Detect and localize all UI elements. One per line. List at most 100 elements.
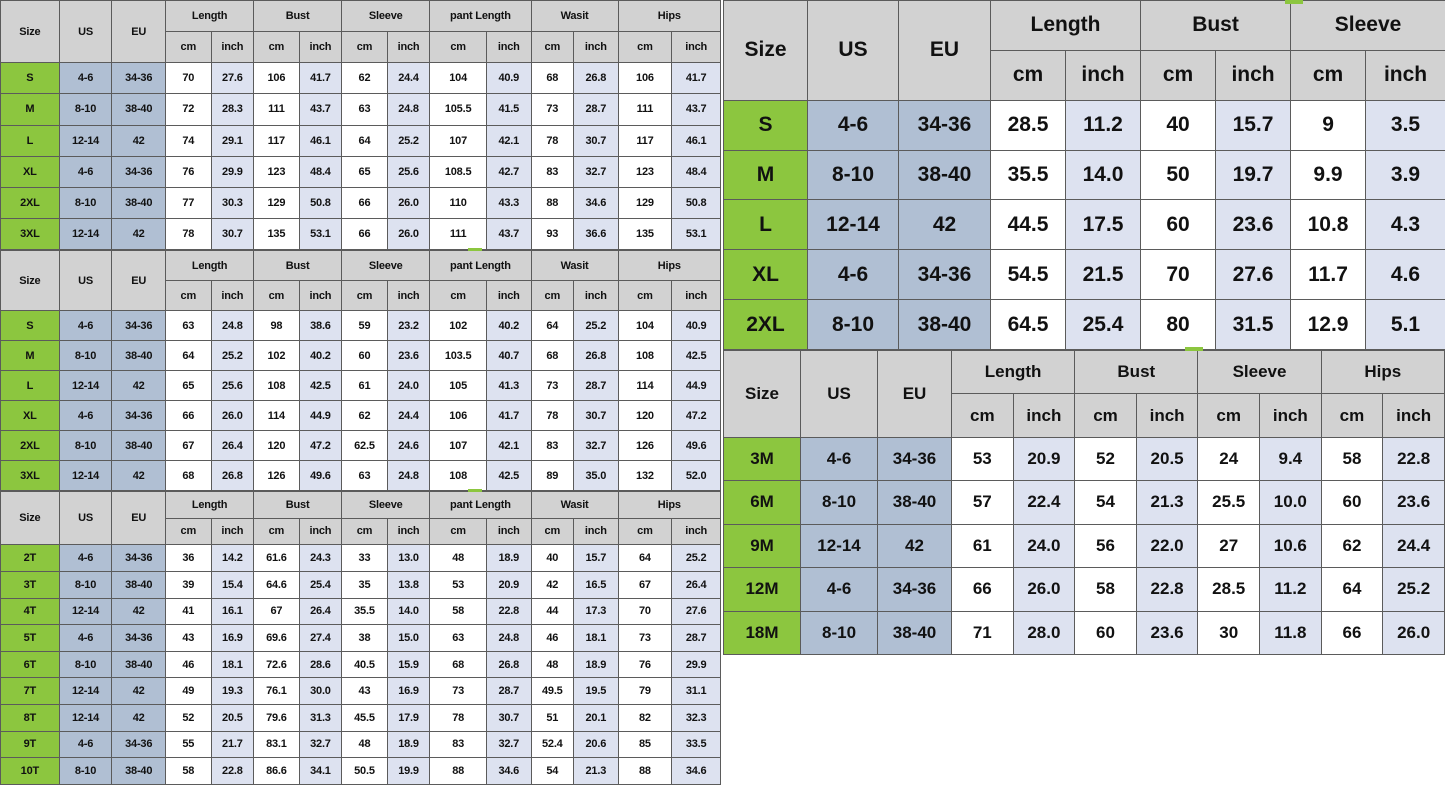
cell-value-inch: 32.7 (573, 155, 619, 188)
cell-value-cm: 12.9 (1290, 299, 1367, 350)
cell-size: XL (723, 249, 808, 301)
cell-size: 5T (0, 624, 60, 652)
header-wasit-cm: cm (530, 280, 575, 311)
cell-value-cm: 98 (253, 310, 300, 341)
cell-value-cm: 67 (617, 570, 673, 599)
header-eu: EU (111, 250, 167, 311)
cell-eu: 34-36 (111, 155, 167, 188)
adult-outfit-table-1: Size US EU Length Bust Sleeve pant Length Wasit… (0, 0, 722, 251)
header-group-hips: Hips (617, 491, 722, 519)
cell-value-cm: 77 (165, 186, 212, 219)
cell-value-inch: 9.4 (1259, 436, 1322, 482)
cell-value-inch: 46.1 (298, 124, 343, 157)
cell-value-cm: 49 (165, 677, 212, 705)
header-group-sleeve: Sleeve (1197, 349, 1322, 395)
cell-value-inch: 48.4 (298, 155, 343, 188)
green-seam-top-right (1285, 0, 1303, 4)
cell-value-cm: 61.6 (253, 544, 300, 572)
cell-value-cm: 62 (341, 400, 388, 431)
cell-us: 12-14 (58, 370, 113, 401)
cell-us: 8-10 (800, 610, 879, 656)
cell-eu: 38-40 (111, 186, 167, 219)
cell-value-cm: 61 (341, 370, 388, 401)
cell-value-cm: 76 (617, 650, 673, 679)
cell-value-inch: 28.7 (485, 677, 532, 705)
cell-value-inch: 11.2 (1064, 99, 1142, 151)
cell-eu: 42 (877, 523, 952, 569)
cell-value-inch: 19.3 (210, 677, 255, 705)
header-bust-cm: cm (253, 280, 300, 311)
cell-us: 12-14 (58, 704, 113, 732)
cell-value-cm: 63 (341, 93, 388, 126)
cell-value-cm: 88 (429, 757, 487, 785)
header-group-sleeve: Sleeve (1290, 0, 1445, 51)
cell-value-inch: 14.2 (210, 544, 255, 572)
cell-value-cm: 52.4 (530, 730, 575, 759)
panel-top-size-table: Size US EU Length Bust Sleeve cm inch cm inch cm in… (723, 0, 1445, 350)
cell-value-inch: 23.2 (386, 310, 431, 341)
cell-value-inch: 11.8 (1259, 610, 1322, 656)
cell-value-inch: 50.8 (298, 186, 343, 219)
table-row: 2XL 8-10 38-40 77 30.3 129 50.8 66 26.0 110 43.3 88… (0, 186, 721, 219)
cell-eu: 34-36 (111, 310, 167, 341)
table-body: Size US EU Length Bust Sleeve Hips cm inch cm inch… (722, 349, 1445, 656)
cell-eu: 42 (111, 124, 167, 157)
cell-us: 4-6 (58, 62, 113, 95)
cell-us: 8-10 (800, 480, 879, 525)
cell-eu: 38-40 (111, 340, 167, 371)
cell-value-inch: 24.0 (1012, 523, 1076, 569)
cell-value-cm: 39 (165, 570, 212, 599)
header-group-length: Length (950, 349, 1076, 395)
header-pant-length-cm: cm (429, 31, 487, 64)
cell-value-inch: 50.8 (671, 186, 721, 219)
cell-size: 4T (0, 597, 60, 626)
cell-value-cm: 27 (1197, 523, 1261, 569)
cell-size: 9T (0, 730, 60, 759)
header-bust-cm: cm (1074, 393, 1137, 438)
cell-value-cm: 108.5 (429, 155, 487, 188)
cell-us: 8-10 (58, 757, 113, 785)
cell-value-cm: 66 (1320, 610, 1384, 656)
header-group-sleeve: Sleeve (341, 0, 431, 33)
table-row: 4T 12-14 42 41 16.1 67 26.4 35.5 14.0 58 22.8 44 17.… (0, 597, 721, 626)
cell-value-inch: 23.6 (1135, 610, 1199, 656)
cell-size: 2XL (0, 430, 60, 461)
cell-value-cm: 45.5 (341, 704, 388, 732)
header-group-bust: Bust (1074, 349, 1199, 395)
cell-us: 4-6 (58, 624, 113, 652)
header-group-length: Length (165, 0, 255, 33)
cell-value-cm: 52 (1074, 436, 1137, 482)
cell-value-inch: 22.8 (1135, 567, 1199, 612)
cell-value-inch: 41.7 (485, 400, 532, 431)
cell-value-cm: 54 (1074, 480, 1137, 525)
cell-value-cm: 106 (617, 62, 673, 95)
cell-us: 4-6 (58, 310, 113, 341)
cell-size: M (0, 340, 60, 371)
cell-value-cm: 76.1 (253, 677, 300, 705)
header-size: Size (0, 490, 60, 546)
cell-value-inch: 16.1 (210, 597, 255, 626)
cell-size: L (723, 199, 808, 251)
cell-value-inch: 22.8 (210, 757, 255, 785)
cell-value-inch: 34.6 (485, 757, 532, 785)
cell-value-inch: 25.6 (210, 370, 255, 401)
cell-value-cm: 117 (253, 124, 300, 157)
cell-value-inch: 49.6 (671, 430, 721, 461)
cell-value-inch: 18.9 (485, 544, 532, 572)
cell-value-inch: 20.9 (485, 570, 532, 599)
top-size-table: Size US EU Length Bust Sleeve cm inch cm inch cm in… (723, 0, 1445, 350)
cell-value-inch: 19.7 (1215, 149, 1292, 201)
table-row: M 8-10 38-40 72 28.3 111 43.7 63 24.8 105.5 41.5 73… (0, 93, 721, 126)
cell-value-cm: 60 (341, 340, 388, 371)
header-sleeve-inch: inch (386, 517, 431, 546)
cell-value-inch: 40.9 (485, 62, 532, 95)
cell-value-cm: 66 (950, 567, 1014, 612)
cell-size: S (0, 62, 60, 95)
cell-value-inch: 25.2 (210, 340, 255, 371)
panel-adult-outfit-table-2: Size US EU Length Bust Sleeve pant Length Wasit… (0, 250, 722, 491)
cell-value-cm: 43 (165, 624, 212, 652)
cell-us: 8-10 (58, 650, 113, 679)
cell-value-cm: 46 (165, 650, 212, 679)
header-bust-inch: inch (1135, 393, 1199, 438)
header-wasit-cm: cm (530, 517, 575, 546)
